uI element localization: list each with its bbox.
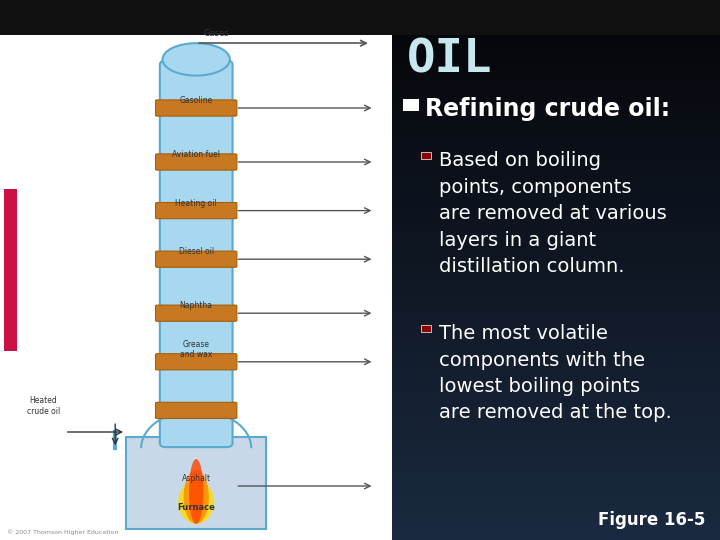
Bar [4, 189, 17, 351]
Text: Asphalt: Asphalt [181, 474, 211, 483]
Text: Heating oil: Heating oil [176, 199, 217, 208]
Text: Diesel oil: Diesel oil [179, 247, 214, 256]
Ellipse shape [163, 43, 230, 76]
FancyBboxPatch shape [160, 60, 233, 447]
Text: Furnace: Furnace [177, 503, 215, 512]
Bar [421, 325, 431, 332]
Text: © 2007 Thomson Higher Education: © 2007 Thomson Higher Education [7, 529, 119, 535]
Text: Gases: Gases [204, 29, 229, 38]
Bar [126, 437, 266, 529]
Text: Aviation fuel: Aviation fuel [172, 150, 220, 159]
Text: OIL: OIL [407, 38, 492, 83]
Text: The most volatile
components with the
lowest boiling points
are removed at the t: The most volatile components with the lo… [439, 324, 672, 422]
Text: Heated
crude oil: Heated crude oil [27, 396, 60, 416]
Ellipse shape [184, 470, 209, 524]
Text: Grease
and wax: Grease and wax [180, 340, 212, 359]
Text: Gasoline: Gasoline [179, 96, 213, 105]
Bar [0, 0, 720, 35]
FancyBboxPatch shape [156, 305, 237, 321]
Bar [0, 0, 392, 540]
FancyBboxPatch shape [156, 251, 237, 267]
FancyBboxPatch shape [156, 154, 237, 170]
Text: Naphtha: Naphtha [180, 301, 212, 310]
FancyBboxPatch shape [156, 100, 237, 116]
Text: Refining crude oil:: Refining crude oil: [425, 97, 670, 121]
Ellipse shape [179, 481, 215, 524]
Text: Figure 16-5: Figure 16-5 [598, 511, 706, 529]
FancyBboxPatch shape [156, 202, 237, 219]
FancyBboxPatch shape [156, 402, 237, 418]
FancyBboxPatch shape [156, 354, 237, 370]
Text: Based on boiling
points, components
are removed at various
layers in a giant
dis: Based on boiling points, components are … [439, 151, 667, 276]
Bar [421, 152, 431, 159]
Ellipse shape [189, 459, 204, 524]
Bar [403, 99, 419, 111]
